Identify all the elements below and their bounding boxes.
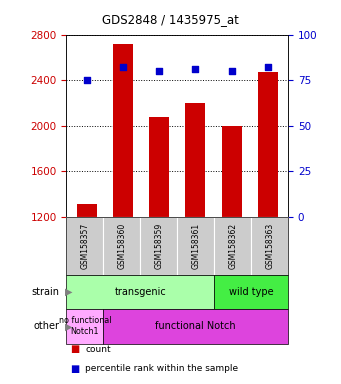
Text: GDS2848 / 1435975_at: GDS2848 / 1435975_at (102, 13, 239, 26)
Bar (258, 72, 278, 217)
Text: wild type: wild type (229, 287, 273, 297)
Text: functional Notch: functional Notch (155, 321, 236, 331)
Point (265, 65, 271, 71)
Text: GSM158360: GSM158360 (117, 223, 127, 269)
Bar (77, 204, 97, 217)
Bar (222, 126, 242, 217)
Text: no functional
Notch1: no functional Notch1 (59, 316, 111, 336)
Text: GSM158361: GSM158361 (191, 223, 200, 269)
Bar (149, 117, 169, 217)
Text: ■: ■ (70, 344, 79, 354)
Text: ▶: ▶ (65, 287, 72, 297)
Text: GSM158362: GSM158362 (228, 223, 237, 269)
Text: GSM158363: GSM158363 (265, 223, 274, 269)
Bar (186, 103, 206, 217)
Text: transgenic: transgenic (115, 287, 166, 297)
Text: other: other (34, 321, 60, 331)
Point (193, 66, 198, 72)
Text: GSM158357: GSM158357 (80, 223, 89, 269)
Text: ▶: ▶ (65, 321, 72, 331)
Text: percentile rank within the sample: percentile rank within the sample (85, 364, 238, 373)
Text: strain: strain (32, 287, 60, 297)
Point (120, 65, 125, 71)
Point (229, 68, 235, 74)
Text: count: count (85, 345, 111, 354)
Bar (113, 44, 133, 217)
Point (84, 77, 89, 83)
Text: GSM158359: GSM158359 (154, 223, 163, 269)
Text: ■: ■ (70, 364, 79, 374)
Point (157, 68, 162, 74)
